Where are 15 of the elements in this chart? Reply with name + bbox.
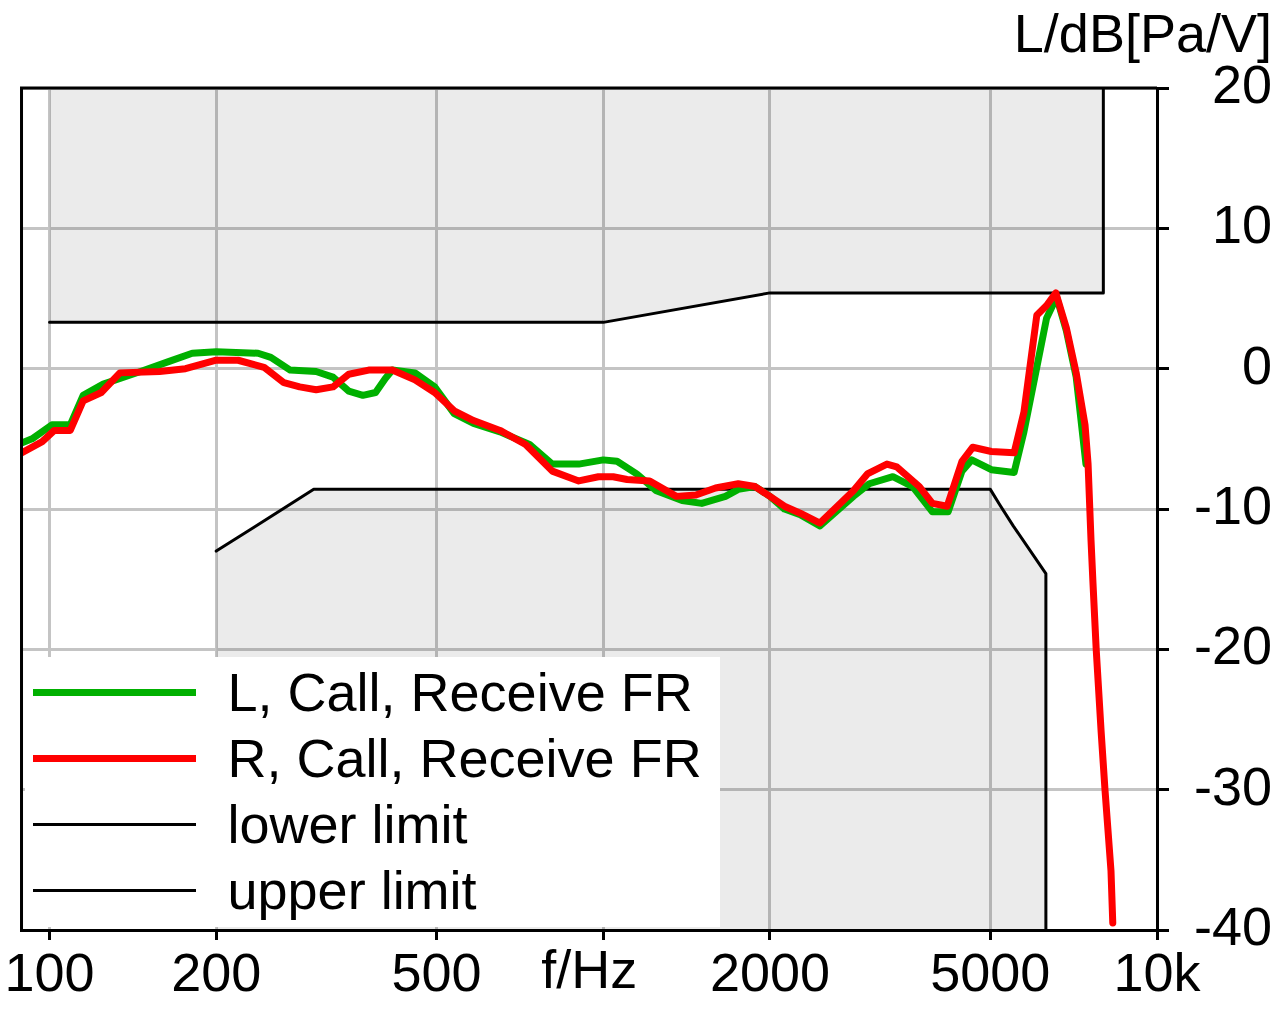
x-tick-label: 500 — [391, 942, 482, 1003]
x-axis-title: f/Hz — [541, 938, 638, 999]
x-tick-label: 2000 — [709, 942, 831, 1003]
x-tick-label: 200 — [171, 942, 262, 1003]
legend-label: L, Call, Receive FR — [227, 661, 693, 723]
y-tick-label: 0 — [1241, 334, 1272, 395]
legend-label: upper limit — [227, 859, 477, 921]
legend-label: lower limit — [227, 793, 468, 855]
legend-label: R, Call, Receive FR — [227, 727, 702, 789]
y-tick-label: -30 — [1193, 755, 1272, 816]
x-tick-label: 100 — [4, 942, 95, 1003]
x-tick-label: 5000 — [930, 942, 1051, 1003]
y-tick-label: -20 — [1193, 615, 1272, 676]
y-tick-label: -10 — [1193, 474, 1272, 535]
y-tick-label: 10 — [1211, 194, 1272, 255]
